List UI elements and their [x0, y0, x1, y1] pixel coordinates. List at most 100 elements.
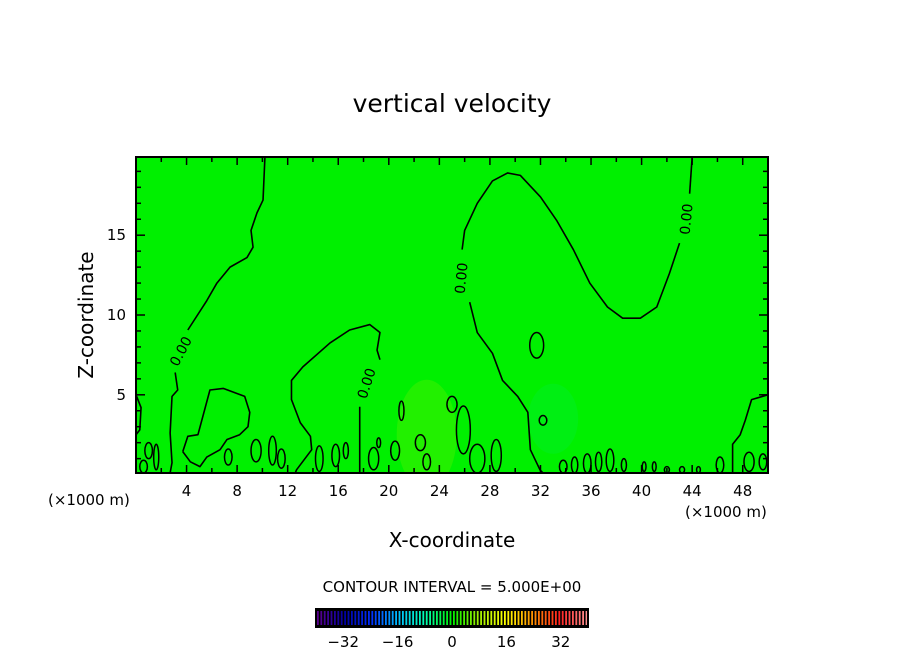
- contour-line: [290, 323, 381, 473]
- colorbar-swatch: [531, 611, 533, 625]
- contour-loop: [367, 446, 380, 471]
- x-unit-right: (×1000 m): [685, 503, 767, 521]
- colorbar-swatch: [473, 611, 476, 625]
- colorbar-swatch: [558, 611, 561, 625]
- colorbar-swatch: [544, 611, 547, 625]
- colorbar-swatch: [585, 611, 588, 625]
- colorbar-swatch: [391, 611, 394, 625]
- contour-loop: [389, 440, 401, 461]
- contour-loop: [342, 441, 350, 460]
- colorbar-swatch: [555, 611, 557, 625]
- x-tick-label: 32: [531, 482, 550, 500]
- colorbar-swatch: [337, 611, 340, 625]
- colorbar-swatch: [371, 611, 374, 625]
- y-axis-label: Z-coordinate: [74, 251, 98, 378]
- colorbar-swatch: [364, 611, 367, 625]
- colorbar-swatch: [561, 611, 564, 625]
- colorbar-swatch: [405, 611, 408, 625]
- colorbar-swatch: [347, 611, 350, 625]
- colorbar-swatch: [572, 611, 574, 625]
- colorbar-swatch: [439, 611, 442, 625]
- colorbar-swatch: [466, 611, 469, 625]
- colorbar-swatch: [361, 611, 363, 625]
- contour-loop: [398, 400, 405, 422]
- colorbar-swatch: [374, 611, 377, 625]
- contour-loop: [223, 448, 233, 466]
- colorbar-swatch: [432, 611, 435, 625]
- colorbar-swatch: [538, 611, 540, 625]
- colorbar-swatch: [568, 611, 571, 625]
- colorbar-swatch: [422, 611, 425, 625]
- x-tick-label: 36: [581, 482, 600, 500]
- contour-interval-text: CONTOUR INTERVAL = 5.000E+00: [323, 578, 582, 596]
- colorbar-swatch: [524, 611, 527, 625]
- contour-loop: [414, 433, 427, 452]
- colorbar-swatch: [565, 611, 567, 625]
- x-tick-label: 16: [329, 482, 348, 500]
- contour-loop: [455, 405, 472, 455]
- x-unit-left: (×1000 m): [48, 491, 130, 509]
- contour-loop: [715, 456, 725, 473]
- contour-loop: [651, 461, 657, 473]
- colorbar-tick-label: 0: [447, 633, 457, 651]
- colorbar-swatch: [483, 611, 486, 625]
- contour-label: 0.00: [453, 262, 472, 295]
- colorbar-swatch: [385, 611, 387, 625]
- contour-loop: [605, 448, 615, 473]
- contour-loop: [594, 451, 603, 473]
- contour-loop: [528, 331, 545, 359]
- colorbar-swatch: [429, 611, 431, 625]
- x-tick-label: 4: [182, 482, 192, 500]
- contour-line: [169, 372, 179, 473]
- contour-loop: [538, 414, 548, 426]
- contour-line: [182, 387, 251, 468]
- colorbar-swatch: [463, 611, 465, 625]
- contour-line: [461, 172, 681, 319]
- colorbar-tick-label: 32: [551, 633, 570, 651]
- colorbar-swatch: [527, 611, 530, 625]
- chart-title: vertical velocity: [353, 89, 552, 118]
- y-tick-label: 5: [116, 386, 126, 404]
- contour-loop: [758, 453, 768, 471]
- colorbar-swatch: [507, 611, 510, 625]
- contour-loop: [376, 437, 382, 449]
- contour-loop: [331, 443, 341, 468]
- x-axis-label: X-coordinate: [389, 528, 516, 552]
- colorbar-swatch: [327, 611, 329, 625]
- colorbar: −32 −16 0 16 32: [315, 608, 589, 651]
- colorbar-swatch: [320, 611, 323, 625]
- contour-loop: [152, 443, 160, 471]
- colorbar-swatch: [334, 611, 336, 625]
- colorbar-swatch: [446, 611, 448, 625]
- colorbar-swatch: [402, 611, 404, 625]
- colorbar-swatch: [514, 611, 516, 625]
- colorbar-swatch: [317, 611, 319, 625]
- colorbar-tick-label: −16: [382, 633, 414, 651]
- x-tick-label: 48: [733, 482, 752, 500]
- colorbar-swatch: [381, 611, 384, 625]
- colorbar-swatch: [398, 611, 401, 625]
- contour-loop: [620, 457, 628, 473]
- contour-loop: [446, 395, 458, 414]
- contour-line: [468, 302, 544, 473]
- colorbar-background: [316, 609, 588, 627]
- colorbar-swatch: [408, 611, 411, 625]
- colorbar-swatch: [378, 611, 380, 625]
- contour-loop: [276, 448, 286, 469]
- colorbar-swatch: [500, 611, 503, 625]
- colorbar-swatch: [476, 611, 479, 625]
- colorbar-swatch: [480, 611, 482, 625]
- contour-loop: [582, 453, 592, 473]
- x-tick-label: 24: [430, 482, 449, 500]
- colorbar-swatch: [357, 611, 360, 625]
- colorbar-frame: [315, 608, 589, 628]
- colorbar-swatch: [548, 611, 550, 625]
- colorbar-tick-label: 16: [497, 633, 516, 651]
- x-tick-label: 44: [683, 482, 702, 500]
- colorbar-swatch: [388, 611, 391, 625]
- colorbar-swatch: [504, 611, 506, 625]
- contour-loop: [570, 456, 579, 473]
- contour-line: [731, 394, 768, 473]
- x-tick-label: 28: [480, 482, 499, 500]
